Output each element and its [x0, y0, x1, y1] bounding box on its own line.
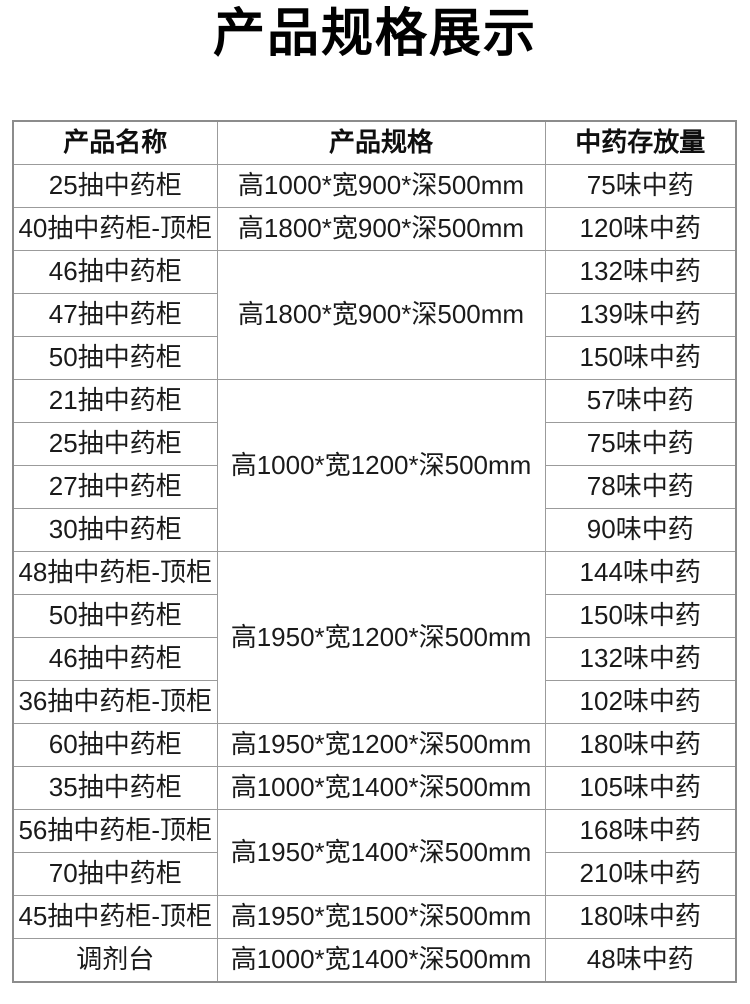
product-name-cell: 60抽中药柜 — [12, 723, 218, 767]
spec-cell: 高1000*宽1200*深500mm — [216, 379, 546, 552]
storage-cell: 150味中药 — [544, 336, 737, 380]
product-name-cell: 45抽中药柜-顶柜 — [12, 895, 218, 939]
table-row: 46抽中药柜 高1800*宽900*深500mm 132味中药 — [12, 250, 737, 380]
table-row: 35抽中药柜 高1000*宽1400*深500mm 105味中药 — [12, 766, 737, 810]
product-name-cell: 50抽中药柜 — [12, 594, 218, 638]
table-row: 40抽中药柜-顶柜 高1800*宽900*深500mm 120味中药 — [12, 207, 737, 251]
product-name-cell: 30抽中药柜 — [12, 508, 218, 552]
spec-cell: 高1950*宽1200*深500mm — [216, 551, 546, 724]
table-row: 30抽中药柜 90味中药 — [12, 508, 737, 552]
storage-cell: 132味中药 — [544, 637, 737, 681]
storage-cell: 57味中药 — [544, 379, 737, 423]
storage-cell: 78味中药 — [544, 465, 737, 509]
storage-cell: 139味中药 — [544, 293, 737, 337]
product-name-cell: 36抽中药柜-顶柜 — [12, 680, 218, 724]
storage-cell: 210味中药 — [544, 852, 737, 896]
spec-table-body: 25抽中药柜 高1000*宽900*深500mm 75味中药 40抽中药柜-顶柜 高18… — [12, 164, 737, 983]
product-name-cell: 25抽中药柜 — [12, 164, 218, 208]
table-row: 50抽中药柜 150味中药 — [12, 594, 737, 638]
product-name-cell: 35抽中药柜 — [12, 766, 218, 810]
table-header-row: 产品名称 产品规格 中药存放量 — [12, 120, 737, 165]
spec-cell: 高1800*宽900*深500mm — [216, 250, 546, 380]
storage-cell: 132味中药 — [544, 250, 737, 294]
table-row: 48抽中药柜-顶柜 高1950*宽1200*深500mm 144味中药 — [12, 551, 737, 724]
table-row: 70抽中药柜 210味中药 — [12, 852, 737, 896]
product-name-cell: 56抽中药柜-顶柜 — [12, 809, 218, 853]
product-spec-table: 产品名称 产品规格 中药存放量 25抽中药柜 高1000*宽900*深500mm 7… — [12, 120, 737, 983]
storage-cell: 144味中药 — [544, 551, 737, 595]
header-product-spec: 产品规格 — [216, 120, 546, 165]
spec-cell: 高1950*宽1500*深500mm — [216, 895, 546, 939]
table-row: 36抽中药柜-顶柜 102味中药 — [12, 680, 737, 724]
table-row: 21抽中药柜 高1000*宽1200*深500mm 57味中药 — [12, 379, 737, 552]
spec-cell: 高1000*宽1400*深500mm — [216, 938, 546, 983]
storage-cell: 75味中药 — [544, 422, 737, 466]
storage-cell: 48味中药 — [544, 938, 737, 983]
product-name-cell: 25抽中药柜 — [12, 422, 218, 466]
product-name-cell: 46抽中药柜 — [12, 250, 218, 294]
table-row: 调剂台 高1000*宽1400*深500mm 48味中药 — [12, 938, 737, 983]
storage-cell: 90味中药 — [544, 508, 737, 552]
page-title: 产品规格展示 — [212, 5, 537, 63]
storage-cell: 180味中药 — [544, 895, 737, 939]
spec-cell: 高1950*宽1400*深500mm — [216, 809, 546, 896]
table-row: 25抽中药柜 高1000*宽900*深500mm 75味中药 — [12, 164, 737, 208]
product-name-cell: 70抽中药柜 — [12, 852, 218, 896]
storage-cell: 102味中药 — [544, 680, 737, 724]
storage-cell: 105味中药 — [544, 766, 737, 810]
storage-cell: 150味中药 — [544, 594, 737, 638]
storage-cell: 120味中药 — [544, 207, 737, 251]
table-row: 56抽中药柜-顶柜 高1950*宽1400*深500mm 168味中药 — [12, 809, 737, 896]
product-name-cell: 40抽中药柜-顶柜 — [12, 207, 218, 251]
table-row: 60抽中药柜 高1950*宽1200*深500mm 180味中药 — [12, 723, 737, 767]
product-name-cell: 48抽中药柜-顶柜 — [12, 551, 218, 595]
spec-cell: 高1000*宽1400*深500mm — [216, 766, 546, 810]
table-row: 45抽中药柜-顶柜 高1950*宽1500*深500mm 180味中药 — [12, 895, 737, 939]
product-name-cell: 46抽中药柜 — [12, 637, 218, 681]
header-storage-capacity: 中药存放量 — [544, 120, 737, 165]
spec-cell: 高1000*宽900*深500mm — [216, 164, 546, 208]
storage-cell: 75味中药 — [544, 164, 737, 208]
spec-cell: 高1950*宽1200*深500mm — [216, 723, 546, 767]
table-row: 47抽中药柜 139味中药 — [12, 293, 737, 337]
storage-cell: 168味中药 — [544, 809, 737, 853]
product-name-cell: 50抽中药柜 — [12, 336, 218, 380]
product-name-cell: 21抽中药柜 — [12, 379, 218, 423]
table-row: 46抽中药柜 132味中药 — [12, 637, 737, 681]
product-name-cell: 调剂台 — [12, 938, 218, 983]
header-product-name: 产品名称 — [12, 120, 218, 165]
product-name-cell: 27抽中药柜 — [12, 465, 218, 509]
product-name-cell: 47抽中药柜 — [12, 293, 218, 337]
spec-cell: 高1800*宽900*深500mm — [216, 207, 546, 251]
storage-cell: 180味中药 — [544, 723, 737, 767]
